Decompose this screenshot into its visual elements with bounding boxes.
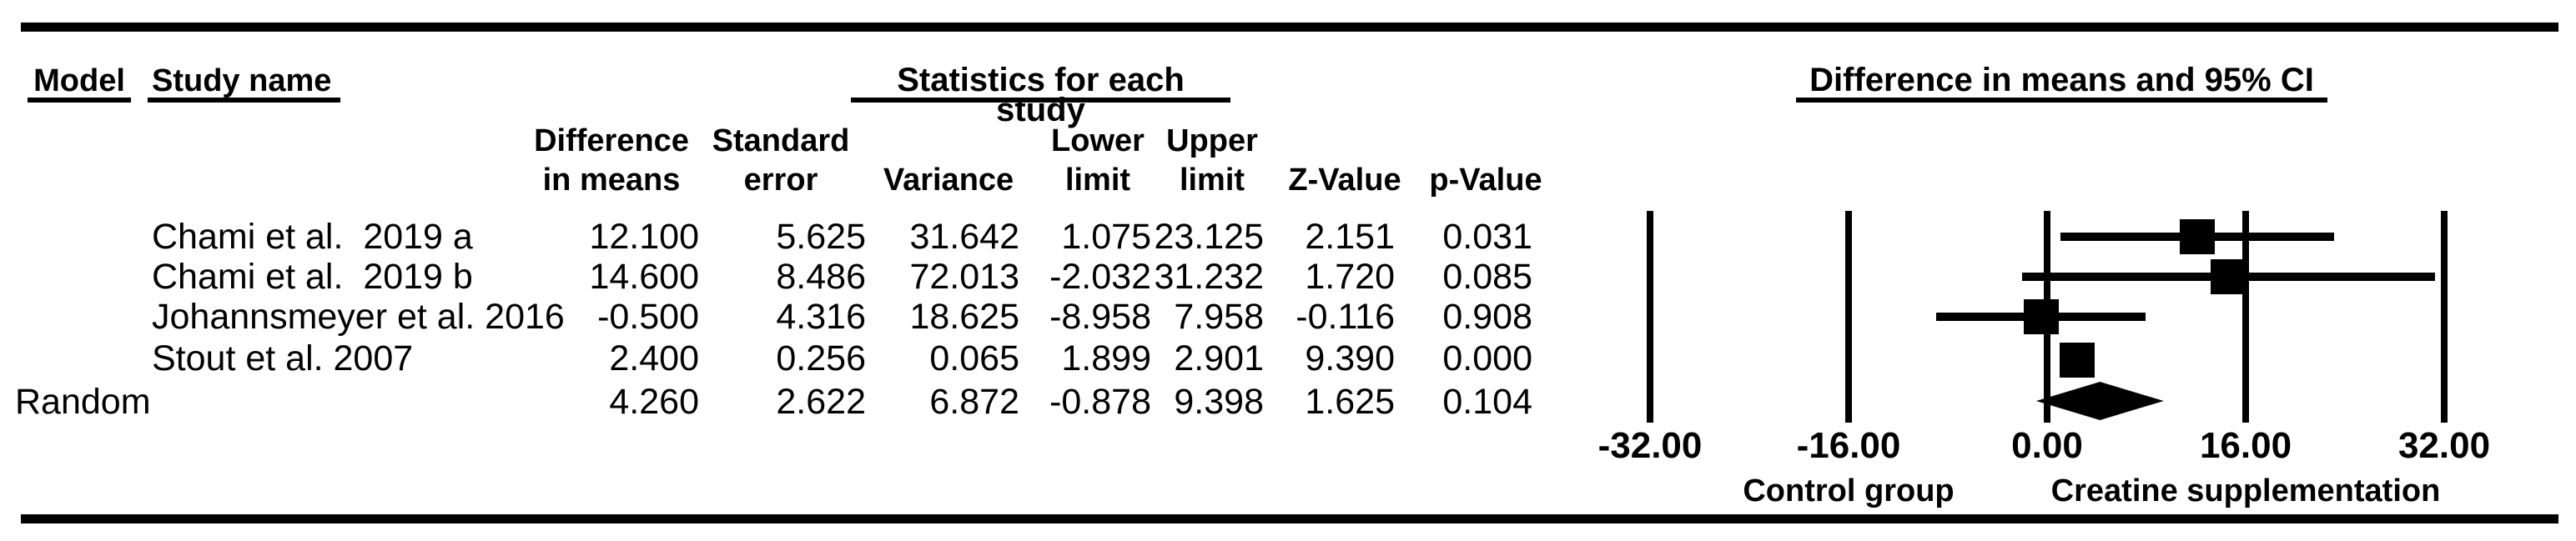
axis-tick-label: 0.00 (2011, 425, 2083, 466)
col-header-line: in means (542, 163, 681, 198)
right-group-label: Creatine supplementation (2050, 473, 2441, 508)
plot-section-title: Difference in means and 95% CI (1796, 63, 2327, 103)
col-header-line: p-Value (1429, 163, 1542, 198)
variance-value: 18.625 (909, 297, 1019, 337)
difference-in-means-value: -0.500 (597, 297, 699, 337)
upper-limit-value: 7.958 (1174, 297, 1264, 337)
point-estimate-square (2023, 299, 2059, 334)
axis-gridline (1845, 211, 1852, 423)
p-value: 0.908 (1442, 297, 1532, 337)
difference-in-means-value: 4.260 (609, 382, 699, 422)
col-header-line: Upper (1166, 123, 1258, 158)
bottom-rule (21, 514, 2558, 523)
upper-limit-value: 23.125 (1154, 217, 1264, 257)
p-value: 0.085 (1442, 257, 1532, 297)
model-column-header: Model (28, 65, 131, 103)
lower-limit-value: -2.032 (1049, 257, 1151, 297)
standard-error-value: 2.622 (776, 382, 866, 422)
lower-limit-value: -0.878 (1049, 382, 1151, 422)
col-header-line: limit (1064, 163, 1131, 198)
point-estimate-square (2211, 259, 2246, 294)
study-name: Chami et al. 2019 a (152, 217, 473, 257)
col-header-line: Lower (1051, 123, 1145, 158)
variance-value: 31.642 (909, 217, 1019, 257)
col-header-line: Standard (712, 123, 850, 158)
left-group-label: Control group (1743, 473, 1955, 508)
standard-error-value: 8.486 (776, 257, 866, 297)
study-name: Stout et al. 2007 (152, 338, 414, 378)
axis-gridline (2441, 211, 2448, 423)
col-header-standard-error: Standard error (647, 122, 914, 200)
col-header-p-value: p-Value (1352, 122, 1619, 200)
p-value: 0.031 (1442, 217, 1532, 257)
axis-tick-label: 32.00 (2397, 425, 2491, 466)
col-header-line: Variance (883, 163, 1014, 198)
summary-diamond (2035, 382, 2164, 420)
col-header-line: error (743, 163, 818, 198)
lower-limit-value: 1.899 (1061, 338, 1151, 378)
z-value: 2.151 (1305, 217, 1395, 257)
col-header-upper-limit: Upper limit (1079, 122, 1346, 200)
variance-value: 0.065 (929, 338, 1019, 378)
upper-limit-value: 2.901 (1174, 338, 1264, 378)
standard-error-value: 4.316 (776, 297, 866, 337)
upper-limit-value: 9.398 (1174, 382, 1264, 422)
upper-limit-value: 31.232 (1154, 257, 1264, 297)
point-estimate-square (2179, 219, 2215, 254)
lower-limit-value: 1.075 (1061, 217, 1151, 257)
z-value: -0.116 (1296, 297, 1395, 337)
col-header-variance: Variance (815, 122, 1082, 200)
col-header-line: Difference (534, 123, 689, 158)
standard-error-value: 5.625 (776, 217, 866, 257)
col-header-line: limit (1179, 163, 1245, 198)
z-value: 1.625 (1305, 382, 1395, 422)
study-column-header: Study name (148, 65, 340, 103)
point-estimate-square (2059, 343, 2095, 378)
z-value: 1.720 (1305, 257, 1395, 297)
study-name: Chami et al. 2019 b (152, 257, 473, 297)
difference-in-means-value: 14.600 (589, 257, 699, 297)
study-name: Johannsmeyer et al. 2016 (152, 297, 565, 337)
col-header-difference-in-means: Difference in means (478, 122, 745, 200)
col-header-lower-limit: Lower limit (964, 122, 1231, 200)
axis-tick-label: -16.00 (1796, 425, 1901, 466)
variance-value: 72.013 (909, 257, 1019, 297)
axis-tick-label: 16.00 (2199, 425, 2292, 466)
col-header-z-value: Z-Value (1211, 122, 1478, 200)
top-rule (21, 23, 2558, 32)
p-value: 0.000 (1442, 338, 1532, 378)
p-value: 0.104 (1442, 382, 1532, 422)
lower-limit-value: -8.958 (1049, 297, 1151, 337)
axis-tick-label: -32.00 (1597, 425, 1703, 466)
stats-section-title: Statistics for each study (851, 63, 1230, 127)
model-label: Random (15, 382, 151, 422)
col-header-line: Z-Value (1288, 163, 1401, 198)
variance-value: 6.872 (929, 382, 1019, 422)
difference-in-means-value: 12.100 (589, 217, 699, 257)
axis-gridline (1647, 211, 1653, 423)
z-value: 9.390 (1305, 338, 1395, 378)
axis-gridline (2242, 211, 2249, 423)
difference-in-means-value: 2.400 (609, 338, 699, 378)
standard-error-value: 0.256 (776, 338, 866, 378)
